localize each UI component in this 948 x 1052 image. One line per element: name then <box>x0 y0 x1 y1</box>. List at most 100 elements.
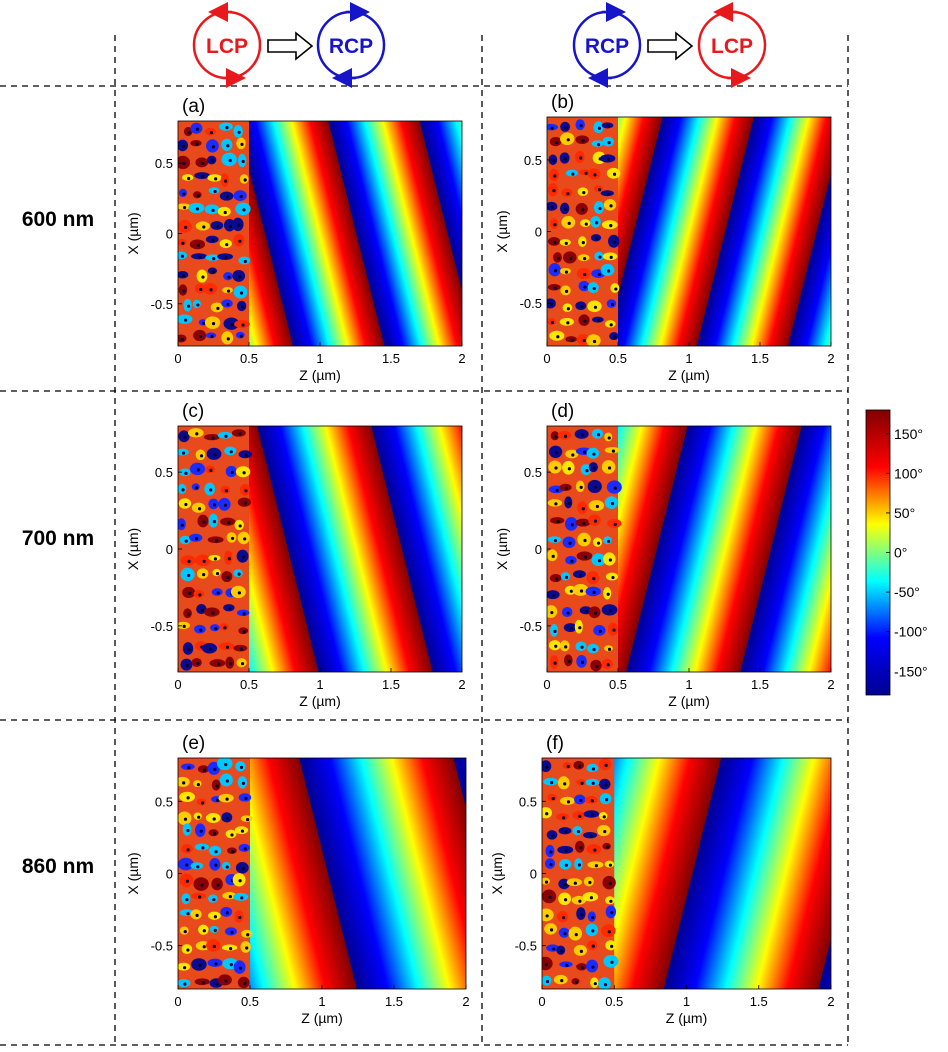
colorbar: 150° 100° 50° 0° -50° -100° -150° <box>865 409 928 696</box>
vortex-core <box>214 850 218 854</box>
vortex-core <box>225 865 229 869</box>
x-tick-label: 0 <box>174 351 181 366</box>
vortex-core <box>181 241 185 245</box>
x-tick-label: 0 <box>174 677 181 692</box>
vortex-core <box>201 981 205 985</box>
vortex-core <box>553 661 557 665</box>
header-col-1: LCP RCP <box>192 2 386 88</box>
vortex-core <box>215 798 220 802</box>
vortex-core <box>181 488 185 492</box>
vortex-core <box>223 503 228 507</box>
vortex-core <box>210 334 214 338</box>
vortex-core <box>581 507 585 511</box>
vortex-core <box>550 610 554 615</box>
vortex-core <box>603 983 608 987</box>
vortex-core <box>614 287 618 291</box>
vortex-core <box>182 966 187 970</box>
vortex-core <box>578 573 583 577</box>
vortex-core <box>213 767 217 771</box>
vortex-core <box>240 142 244 146</box>
vortex-core <box>185 664 190 668</box>
vortex-core <box>583 450 587 454</box>
vortex-core <box>199 334 203 339</box>
vortex-core <box>228 607 232 611</box>
vortex-core <box>240 829 245 833</box>
vortex-core <box>554 644 558 648</box>
y-tick-label: 0 <box>166 867 173 882</box>
x-axis-label: Z (µm) <box>668 693 710 709</box>
vortex-core <box>549 928 554 932</box>
vortex-core <box>196 783 200 787</box>
vortex-core <box>229 450 233 454</box>
vortex-core <box>182 192 186 196</box>
vortex-core <box>208 647 213 651</box>
vortex-core <box>564 645 568 649</box>
vortex-core <box>214 962 218 966</box>
vortex-core <box>608 882 612 886</box>
vortex-core <box>202 945 206 949</box>
grating-region <box>547 426 622 672</box>
vortex-core <box>226 337 230 341</box>
heatmap-panel: (a) 0 0.5 1 1.5 2 Z (µm) 0.5 0 -0.5 X (µm) <box>125 96 466 383</box>
x-tick-label: 0.5 <box>240 677 258 692</box>
vortex-core <box>242 471 246 475</box>
vortex-core <box>545 812 549 816</box>
vortex-core <box>597 126 602 130</box>
vortex-core <box>197 815 201 819</box>
vortex-core <box>238 966 243 970</box>
heatmap-panel: (e) 0 0.5 1 1.5 2 Z (µm) 0.5 0 -0.5 X (µm) <box>125 733 470 1026</box>
vortex-core <box>183 435 187 439</box>
vortex-core <box>609 204 613 208</box>
vortex-core <box>212 944 216 948</box>
vortex-core <box>612 628 616 632</box>
vortex-core <box>182 624 186 628</box>
vortex-core <box>226 289 231 293</box>
vortex-core <box>564 157 568 161</box>
vortex-core <box>569 256 573 261</box>
panel-label: (b) <box>551 92 574 113</box>
vortex-core <box>611 449 616 453</box>
vortex-core <box>596 142 601 147</box>
header-col-2: RCP LCP <box>572 2 767 88</box>
vortex-core <box>195 127 200 131</box>
vortex-core <box>230 930 234 935</box>
vortex-core <box>226 144 230 148</box>
vortex-core <box>241 781 246 785</box>
vortex-core <box>195 537 199 541</box>
vortex-core <box>552 159 556 163</box>
colorbar-tick-label: 0° <box>894 545 907 561</box>
vortex-core <box>564 863 568 867</box>
vortex-core <box>591 929 595 933</box>
vortex-core <box>593 173 597 177</box>
vortex-core <box>593 519 598 523</box>
vortex-core <box>186 912 190 916</box>
vortex-core <box>570 559 574 563</box>
vortex-core <box>187 559 191 563</box>
vortex-core <box>591 915 595 920</box>
vortex-core <box>228 158 232 163</box>
vortex-core <box>241 555 246 559</box>
vortex-core <box>563 883 567 887</box>
vortex-core <box>569 589 573 593</box>
vortex-core <box>566 138 570 142</box>
vortex-core <box>212 898 216 902</box>
vortex-core <box>216 662 220 666</box>
vortex-core <box>245 946 249 950</box>
vortex-core <box>562 816 566 820</box>
vortex-core <box>598 629 603 633</box>
vortex-core <box>566 800 571 804</box>
colorbar-tick-label: -50° <box>894 584 920 600</box>
vortex-core <box>607 930 611 934</box>
vortex-core <box>226 302 230 307</box>
vortex-core <box>573 881 577 885</box>
vortex-core <box>585 609 589 613</box>
vortex-core <box>613 522 617 526</box>
vortex-core <box>202 768 207 772</box>
vortex-core <box>584 222 588 226</box>
vortex-core <box>569 626 574 631</box>
vortex-core <box>239 765 244 769</box>
vortex-core <box>183 929 187 934</box>
vortex-core <box>570 338 574 342</box>
vortex-core <box>594 864 598 868</box>
y-axis-label: X (µm) <box>125 852 141 894</box>
